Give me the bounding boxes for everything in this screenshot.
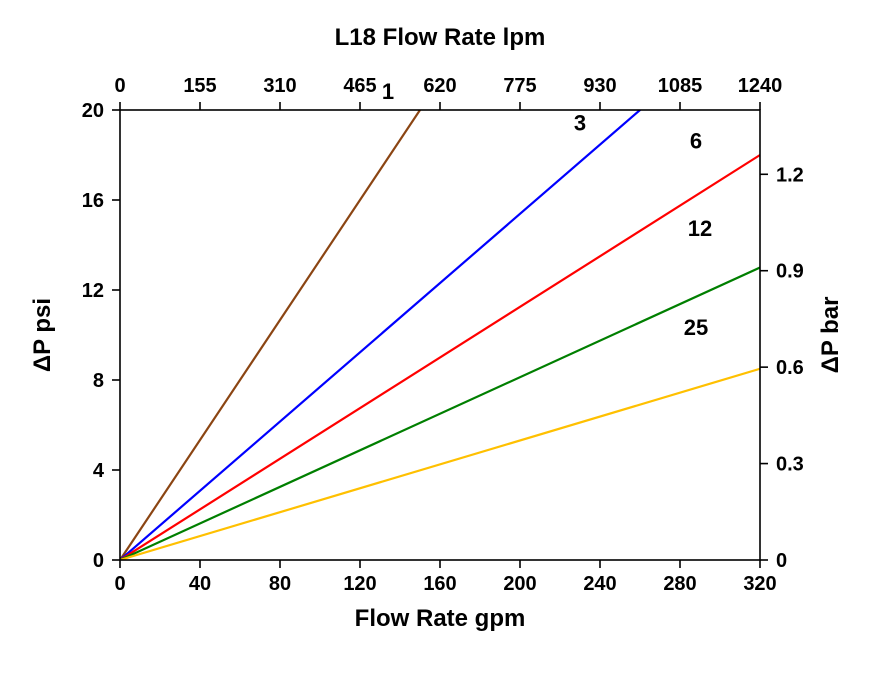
y-left-tick-label: 20 — [82, 100, 104, 122]
y-right-axis-label: ΔP bar — [817, 297, 844, 374]
series-label-25: 25 — [684, 315, 708, 340]
series-label-12: 12 — [688, 216, 712, 241]
x-top-tick-label: 310 — [263, 75, 296, 97]
y-right-tick-label: 0.6 — [776, 357, 804, 379]
x-bottom-tick-label: 0 — [114, 573, 125, 595]
chart-title-top: L18 Flow Rate lpm — [335, 24, 546, 51]
chart-container: 04080120160200240280320Flow Rate gpm0155… — [0, 0, 884, 684]
series-label-3: 3 — [574, 110, 586, 135]
x-bottom-tick-label: 280 — [663, 573, 696, 595]
y-right-tick-label: 1.2 — [776, 164, 804, 186]
x-top-tick-label: 1240 — [738, 75, 783, 97]
y-left-axis-label: ΔP psi — [29, 298, 56, 372]
x-bottom-tick-label: 320 — [743, 573, 776, 595]
x-bottom-tick-label: 120 — [343, 573, 376, 595]
y-right-tick-label: 0.9 — [776, 261, 804, 283]
x-top-tick-label: 775 — [503, 75, 536, 97]
y-right-tick-label: 0.3 — [776, 454, 804, 476]
x-bottom-tick-label: 40 — [189, 573, 211, 595]
x-top-tick-label: 620 — [423, 75, 456, 97]
y-left-tick-label: 0 — [93, 550, 104, 572]
x-bottom-tick-label: 80 — [269, 573, 291, 595]
series-label-1: 1 — [382, 79, 394, 104]
y-left-tick-label: 16 — [82, 190, 104, 212]
y-left-tick-label: 8 — [93, 370, 104, 392]
x-bottom-axis-label: Flow Rate gpm — [355, 605, 526, 632]
x-bottom-tick-label: 240 — [583, 573, 616, 595]
series-label-6: 6 — [690, 128, 702, 153]
x-top-tick-label: 930 — [583, 75, 616, 97]
x-top-tick-label: 155 — [183, 75, 216, 97]
x-top-tick-label: 0 — [114, 75, 125, 97]
y-right-tick-label: 0 — [776, 550, 787, 572]
x-top-tick-label: 465 — [343, 75, 376, 97]
y-left-tick-label: 4 — [93, 460, 105, 482]
flow-rate-chart: 04080120160200240280320Flow Rate gpm0155… — [0, 0, 884, 684]
x-bottom-tick-label: 200 — [503, 573, 536, 595]
y-left-tick-label: 12 — [82, 280, 104, 302]
x-top-tick-label: 1085 — [658, 75, 703, 97]
x-bottom-tick-label: 160 — [423, 573, 456, 595]
